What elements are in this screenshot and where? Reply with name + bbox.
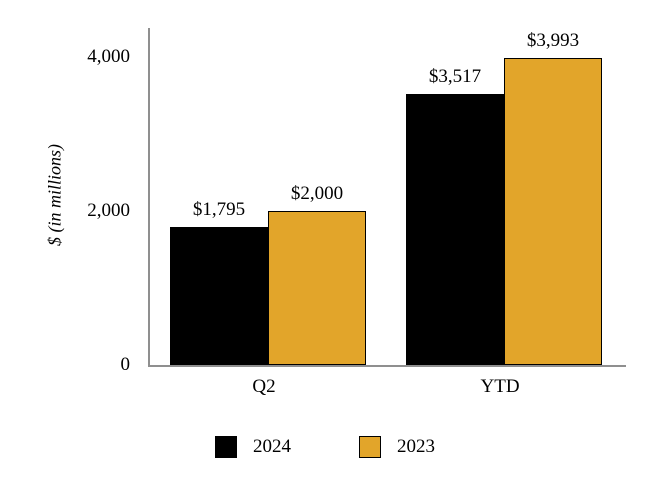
legend-item-2023: 2023 <box>359 436 435 458</box>
legend-label: 2024 <box>253 436 291 457</box>
x-axis-labels: Q2 YTD <box>150 376 622 398</box>
legend: 2024 2023 <box>0 436 650 458</box>
bar-2023-Q2 <box>268 211 366 365</box>
bar-data-label: $1,795 <box>192 198 246 220</box>
bar-data-label: $3,993 <box>526 29 580 51</box>
y-tick-label: 0 <box>120 354 131 375</box>
bar-data-label: $3,517 <box>428 66 482 88</box>
x-category-label: YTD <box>480 376 520 397</box>
bar-column: $3,517 <box>406 66 504 365</box>
bar-data-label: $2,000 <box>290 183 344 204</box>
x-category-label: Q2 <box>252 376 276 397</box>
y-axis-line <box>148 28 150 367</box>
legend-label: 2023 <box>397 436 435 457</box>
bar-column: $3,993 <box>504 30 602 365</box>
legend-swatch <box>359 436 381 458</box>
legend-swatch <box>215 436 237 458</box>
legend-item-2024: 2024 <box>215 436 291 458</box>
plot-area: $1,795 $2,000 $3,517 $3,993 <box>150 30 622 365</box>
y-tick-label: 2,000 <box>87 200 130 221</box>
y-tick-label: 4,000 <box>87 46 130 67</box>
x-axis-line <box>148 365 626 367</box>
bar-2024-YTD <box>406 94 504 365</box>
bar-2024-Q2 <box>170 226 268 365</box>
bar-group: $3,517 $3,993 <box>406 30 602 365</box>
bar-group: $1,795 $2,000 <box>170 183 366 365</box>
y-axis-ticks: 0 2,000 4,000 <box>55 30 140 375</box>
bar-column: $1,795 <box>170 199 268 365</box>
bar-column: $2,000 <box>268 183 366 365</box>
bar-2023-YTD <box>504 57 602 365</box>
